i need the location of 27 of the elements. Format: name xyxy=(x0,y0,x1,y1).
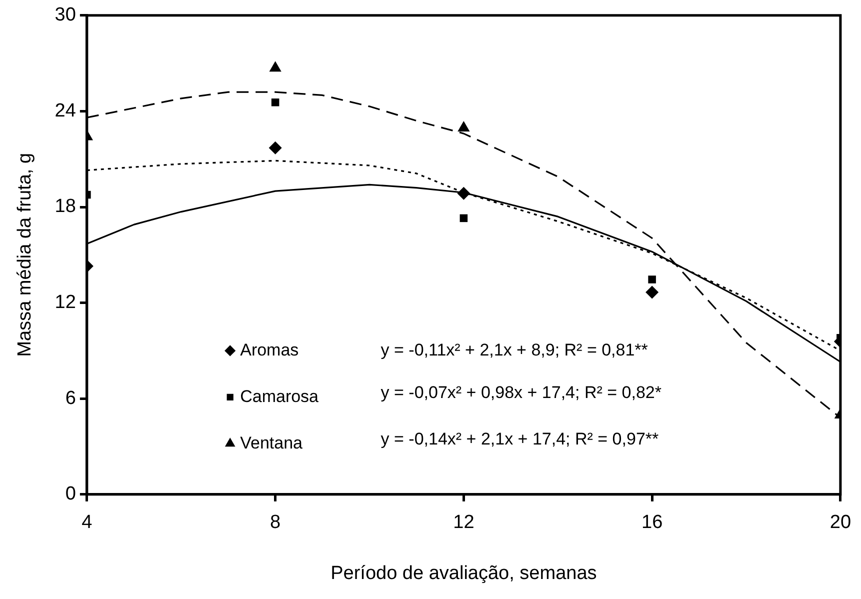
point xyxy=(271,98,280,106)
point xyxy=(457,186,470,200)
x-axis-title: Período de avaliação, semanas xyxy=(330,562,597,584)
x-tick-label: 12 xyxy=(453,512,474,534)
y-tick-label: 18 xyxy=(54,196,76,218)
annotation: y = -0,11x² + 2,1x + 8,9; R² = 0,81** xyxy=(380,340,648,360)
annotation: y = -0,14x² + 2,1x + 17,4; R² = 0,97** xyxy=(380,429,660,448)
x-tick-label: 16 xyxy=(641,512,663,534)
y-tick-label: 12 xyxy=(54,292,76,314)
legend-label: Camarosa xyxy=(240,386,320,406)
legend-label: Ventana xyxy=(240,433,304,452)
y-tick-label: 24 xyxy=(54,100,76,122)
point xyxy=(646,286,659,299)
y-tick-label: 6 xyxy=(65,388,76,409)
point xyxy=(269,61,282,72)
y-axis-title: Massa média da fruta, g xyxy=(14,152,36,357)
x-tick-label: 20 xyxy=(830,512,852,534)
point xyxy=(460,214,468,222)
point xyxy=(268,141,282,154)
y-tick-label: 30 xyxy=(54,4,76,26)
point xyxy=(648,276,656,284)
annotation: y = -0,07x² + 0,98x + 17,4; R² = 0,82* xyxy=(380,382,662,402)
legend-label: Aromas xyxy=(240,340,299,360)
x-tick-label: 8 xyxy=(270,512,281,534)
y-tick-label: 0 xyxy=(65,484,76,505)
x-tick-label: 4 xyxy=(82,512,93,534)
point xyxy=(458,120,470,132)
